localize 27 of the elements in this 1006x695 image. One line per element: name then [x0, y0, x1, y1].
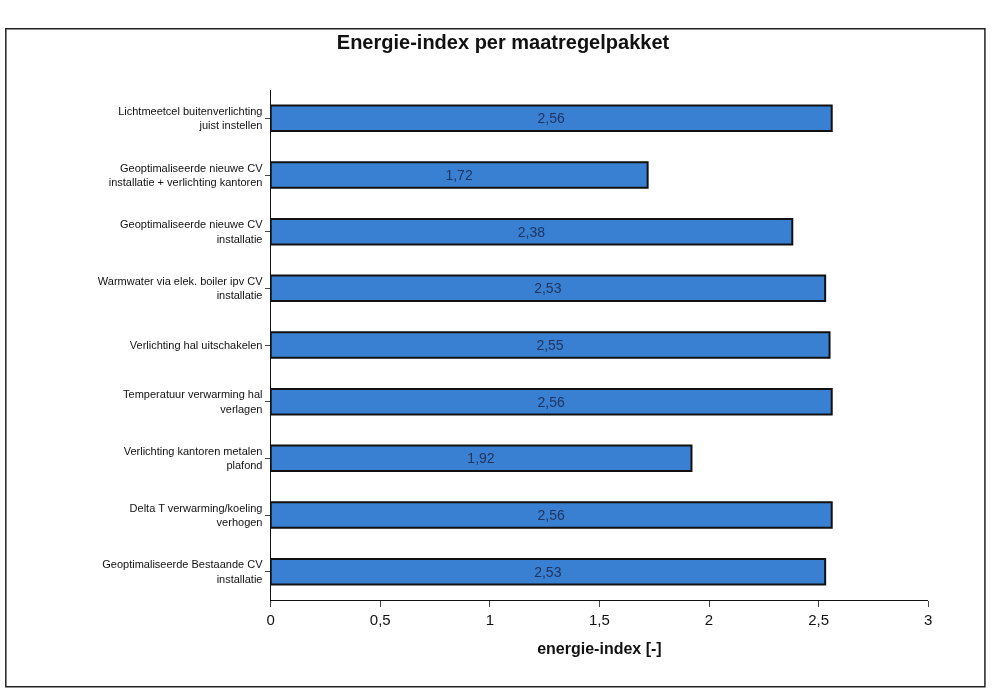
x-axis-title: energie-index [-] [537, 639, 662, 657]
y-tick-label: Geoptimaliseerde Bestaande CV installatie [102, 558, 264, 585]
x-tick-label: 2 [704, 611, 714, 628]
y-tick-label: Delta T verwarming/koeling verhogen [129, 501, 263, 528]
x-tick-label: 1,5 [588, 611, 610, 628]
y-tick-label: Geoptimaliseerde nieuwe CV installatie [120, 218, 264, 245]
chart-title: Energie-index per maatregelpakket [336, 30, 670, 53]
data-label: 2,38 [517, 223, 546, 240]
y-tick-label: Temperatuur verwarming hal verlagen [123, 388, 263, 415]
y-tick-label: Warmwater via elek. boiler ipv CV installatie [97, 275, 264, 302]
x-tick-label: 2,5 [808, 611, 830, 628]
data-label: 2,53 [534, 563, 562, 580]
y-tick-label: Lichtmeetcel buitenverlichting juist instellen [118, 105, 263, 132]
data-label: 1,92 [467, 450, 495, 467]
y-tick-label: Verlichting kantoren metalen plafond [123, 445, 263, 472]
x-tick-label: 0,5 [369, 611, 391, 628]
x-tick-label: 1 [485, 611, 495, 628]
data-label: 2,53 [534, 280, 562, 297]
data-label: 2,56 [537, 393, 565, 410]
data-label: 1,72 [445, 167, 473, 183]
y-tick-label: Verlichting hal uitschakelen [129, 338, 263, 351]
x-tick-label: 0 [266, 611, 275, 628]
data-label: 2,56 [537, 110, 565, 127]
y-tick-label: Geoptimaliseerde nieuwe CV installatie + verlichting kantoren [108, 161, 264, 188]
data-label: 2,56 [537, 507, 565, 523]
x-tick-label: 3 [923, 611, 933, 628]
data-label: 2,55 [536, 337, 564, 353]
